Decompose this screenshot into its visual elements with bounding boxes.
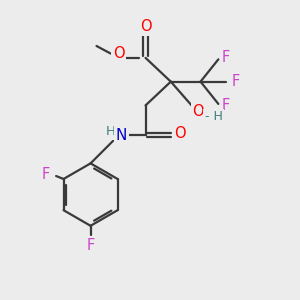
Text: H: H (106, 125, 116, 138)
Text: F: F (232, 74, 240, 89)
Text: O: O (192, 104, 204, 119)
Text: O: O (113, 46, 124, 61)
Text: O: O (174, 126, 185, 141)
Text: F: F (86, 238, 95, 253)
Text: O: O (140, 19, 152, 34)
Text: - H: - H (205, 110, 223, 123)
Text: F: F (42, 167, 50, 182)
Text: F: F (222, 98, 230, 113)
Text: F: F (222, 50, 230, 65)
Text: N: N (116, 128, 127, 142)
